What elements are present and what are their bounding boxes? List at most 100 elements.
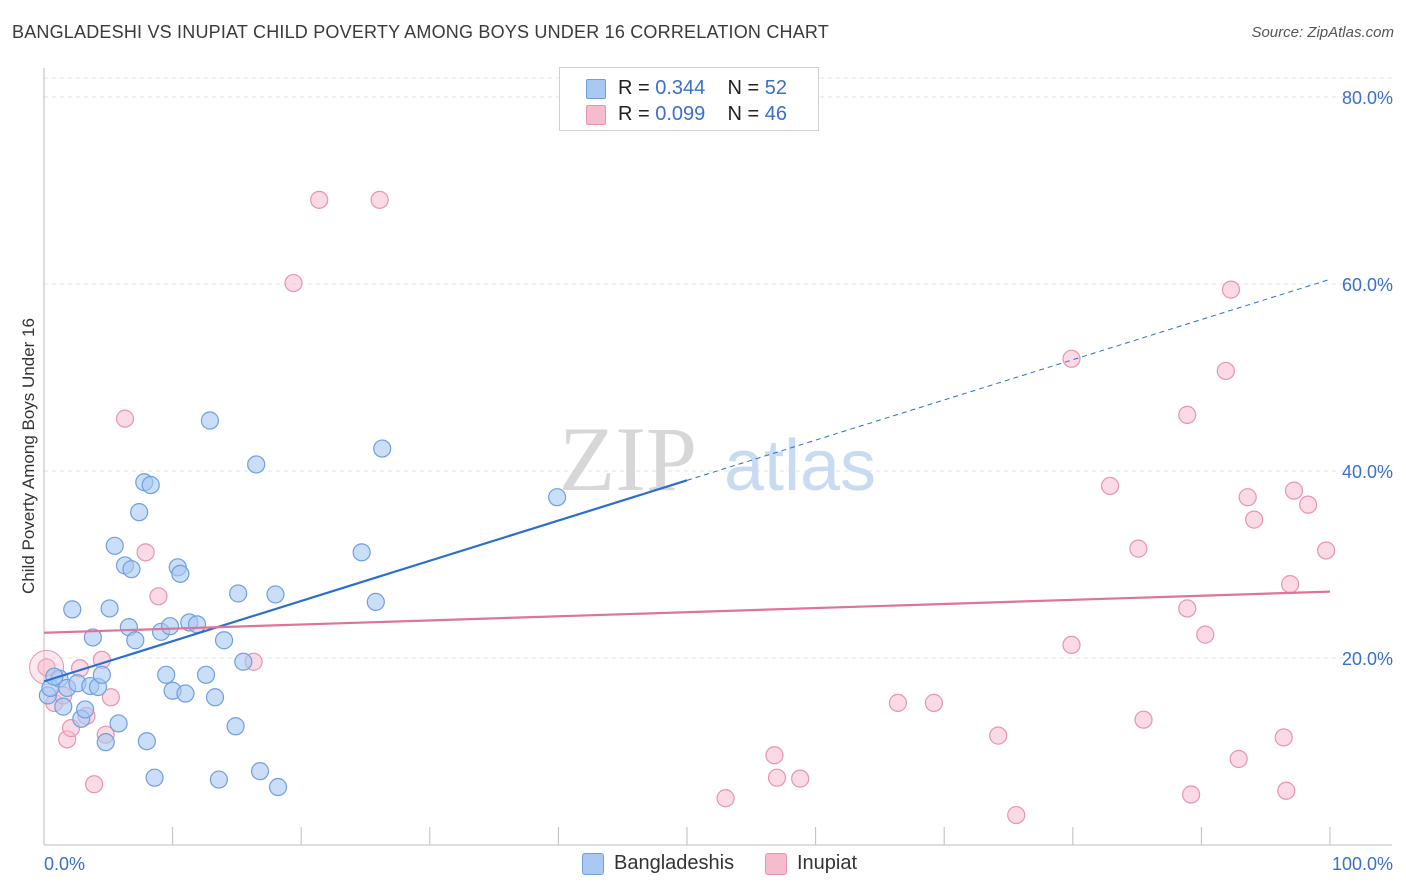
grid-lines (44, 77, 1392, 659)
bangladeshis-point (160, 617, 180, 636)
legend-row-bangladeshis: R = 0.344 N = 52 (560, 76, 818, 102)
bangladeshis-point (137, 732, 156, 751)
bangladeshis-point (105, 536, 124, 555)
trend-lines (43, 278, 1331, 683)
bangladeshis-point (266, 585, 285, 604)
watermark-atlas: atlas (724, 426, 876, 506)
inupiat-point (101, 688, 120, 707)
inupiat-point (284, 273, 303, 293)
bangladeshis-point (122, 560, 141, 579)
legend-n-value: 52 (764, 77, 788, 99)
bangladeshis-point (130, 503, 149, 522)
legend-row-inupiat: R = 0.099 N = 46 (560, 102, 818, 128)
bangladeshis-point (109, 714, 128, 733)
inupiat-point (1178, 405, 1197, 424)
inupiat-point (1281, 575, 1300, 594)
bangladeshis-point (196, 665, 216, 684)
inupiat-point (1299, 495, 1318, 514)
inupiat-point (1062, 635, 1081, 655)
inupiat-point (1277, 781, 1296, 800)
bangladeshis-point (76, 700, 95, 719)
tick-labels: 20.0% 40.0% 60.0% 80.0% 0.0% 100.0% (44, 88, 1393, 874)
bangladeshis-point (63, 600, 82, 619)
chart-title: BANGLADESHI VS INUPIAT CHILD POVERTY AMO… (12, 22, 829, 42)
watermark-zip: ZIP (559, 408, 697, 510)
inupiat-point (1317, 541, 1336, 560)
legend-r-label: R = (618, 103, 656, 125)
inupiat-point (1221, 280, 1241, 299)
bangladeshis-point (96, 733, 115, 752)
inupiat-point (1245, 510, 1264, 529)
bangladeshis-point (83, 628, 102, 647)
inupiat-point (1134, 710, 1153, 729)
bangladeshis-point (126, 631, 145, 650)
bangladeshis-point (229, 584, 248, 603)
bangladeshis-point (92, 665, 111, 684)
watermark: ZIP atlas (559, 408, 876, 510)
legend-r-value: 0.344 (655, 77, 706, 99)
bangladeshis-trend-extension (686, 278, 1331, 481)
bottom-legend-swatch-pink (765, 853, 787, 875)
inupiat-point (888, 693, 908, 712)
bangladeshis-point (187, 615, 207, 634)
inupiat-point (924, 693, 944, 712)
inupiat-point (1007, 805, 1026, 825)
bangladeshis-point (205, 688, 225, 707)
inupiat-point (85, 775, 104, 794)
inupiat-point (765, 746, 784, 765)
inupiat-point (370, 190, 389, 209)
bangladeshis-trend-line (43, 479, 688, 683)
inupiat-point (1196, 625, 1215, 644)
bangladeshis-point (268, 777, 288, 797)
inupiat-point (1274, 728, 1293, 747)
legend-n-label: N = (727, 77, 765, 99)
chart-source: Source: ZipAtlas.com (1251, 24, 1394, 41)
bangladeshis-point (214, 631, 234, 650)
bangladeshis-point (226, 717, 245, 736)
y-tick-label: 80.0% (1342, 88, 1393, 108)
inupiat-point (115, 409, 135, 428)
bottom-legend-label: Bangladeshis (614, 852, 735, 874)
legend-swatch-pink (586, 105, 606, 125)
inupiat-point (1284, 481, 1304, 500)
bangladeshis-point (366, 592, 385, 612)
inupiat-point (1229, 749, 1248, 769)
bangladeshis-point (145, 768, 164, 787)
inupiat-point (1129, 539, 1148, 558)
legend-n-label: N = (727, 103, 765, 125)
bangladeshis-point (373, 439, 392, 458)
bottom-legend-swatch-blue (582, 853, 604, 875)
inupiat-trend-line (43, 590, 1331, 634)
inupiat-point (716, 789, 735, 808)
bangladeshis-points (38, 411, 567, 797)
inupiat-point (310, 190, 329, 209)
x-tick-label: 100.0% (1332, 854, 1393, 874)
bangladeshis-point (45, 667, 64, 686)
inupiat-point (1062, 349, 1081, 368)
bangladeshis-point (176, 684, 195, 703)
bangladeshis-point (247, 455, 266, 474)
y-tick-label: 60.0% (1342, 275, 1393, 295)
inupiat-point (149, 587, 168, 606)
legend: R = 0.344 N = 52 R = 0.099 N = 46 (559, 67, 819, 131)
inupiat-point (989, 726, 1008, 745)
bangladeshis-point (250, 762, 270, 781)
legend-r-label: R = (618, 77, 656, 99)
bangladeshis-point (200, 411, 219, 430)
legend-swatch-blue (586, 79, 606, 99)
inupiat-point (767, 768, 787, 787)
bangladeshis-point (234, 652, 253, 671)
y-axis-label: Child Poverty Among Boys Under 16 (19, 318, 38, 594)
bangladeshis-point (548, 488, 567, 507)
inupiat-point (1100, 476, 1120, 496)
bangladeshis-point (100, 599, 119, 618)
y-tick-label: 40.0% (1342, 462, 1393, 482)
bangladeshis-point (54, 697, 73, 716)
inupiat-point (1182, 785, 1201, 804)
inupiat-point (1238, 488, 1257, 507)
legend-r-value: 0.099 (655, 103, 706, 125)
inupiat-point (1178, 599, 1197, 618)
bangladeshis-point (157, 665, 176, 684)
x-tick-label: 0.0% (44, 854, 85, 874)
bangladeshis-point (171, 564, 190, 583)
